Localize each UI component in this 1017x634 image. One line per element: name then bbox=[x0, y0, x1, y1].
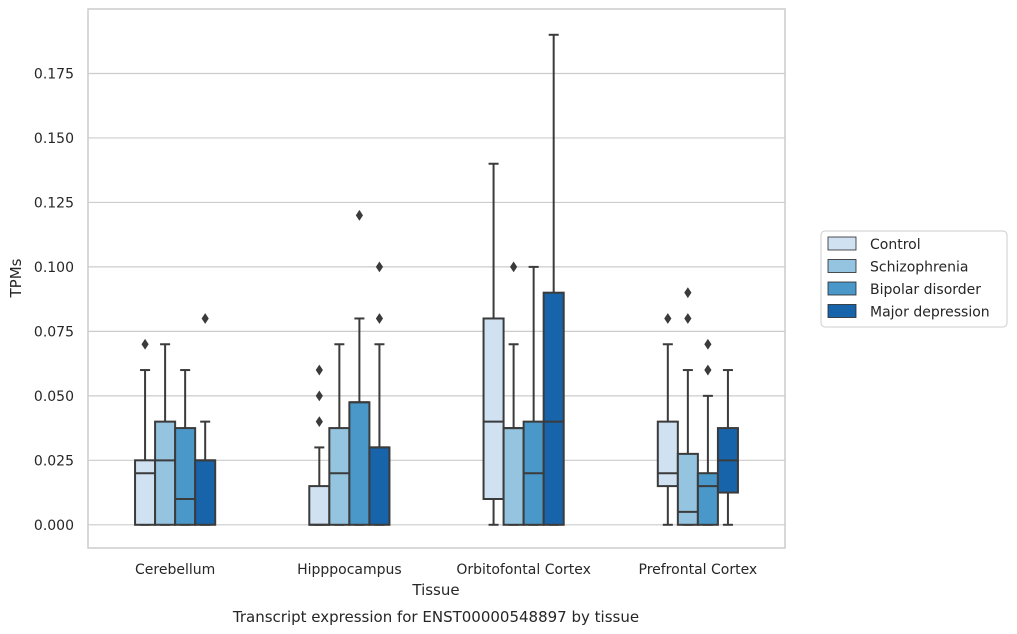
y-axis-title: TPMs bbox=[7, 258, 25, 298]
box-iqr bbox=[656, 420, 679, 488]
y-tick-label: 0.125 bbox=[34, 195, 74, 211]
legend-label: Schizophrenia bbox=[870, 260, 968, 276]
y-tick-labels: 0.000 0.025 0.050 0.075 0.100 0.125 0.150 0.175 bbox=[34, 66, 74, 533]
y-tick-label: 0.075 bbox=[34, 324, 74, 340]
outlier-point bbox=[510, 261, 518, 273]
x-tick-label: Hipppocampus bbox=[297, 562, 402, 578]
box-iqr bbox=[368, 446, 391, 526]
box-iqr bbox=[154, 420, 177, 526]
outlier-point bbox=[355, 209, 363, 221]
x-tick-label: Prefrontal Cortex bbox=[639, 562, 758, 578]
box-iqr bbox=[328, 427, 351, 526]
box-iqr bbox=[174, 427, 197, 526]
y-tick-label: 0.100 bbox=[34, 260, 74, 276]
box-iqr bbox=[696, 472, 719, 526]
y-tick-label: 0.025 bbox=[34, 453, 74, 469]
outlier-point bbox=[704, 338, 712, 350]
outlier-point bbox=[375, 313, 384, 324]
box-iqr bbox=[194, 459, 217, 526]
outlier-point bbox=[704, 364, 712, 376]
box-iqr bbox=[308, 485, 331, 526]
y-tick-label: 0.000 bbox=[34, 518, 74, 534]
legend-frame bbox=[820, 230, 1008, 328]
outlier-point bbox=[315, 390, 323, 402]
box-iqr bbox=[676, 452, 699, 526]
box-iqr bbox=[542, 291, 565, 526]
outlier-point bbox=[315, 364, 323, 376]
legend-label: Bipolar disorder bbox=[870, 282, 981, 298]
outlier-point bbox=[201, 313, 209, 324]
x-tick-labels: Cerebellum Hipppocampus Orbitofontal Corte… bbox=[135, 562, 757, 578]
x-tick-label: Cerebellum bbox=[135, 562, 215, 578]
box-iqr bbox=[134, 459, 157, 526]
outlier-point bbox=[141, 338, 149, 350]
outlier-point bbox=[375, 261, 384, 273]
x-axis-title: Tissue bbox=[411, 581, 459, 599]
legend: Control Schizophrenia Bipolar disorder Majo… bbox=[820, 230, 1008, 328]
legend-swatch bbox=[827, 236, 857, 251]
outlier-point bbox=[315, 416, 323, 428]
outlier-point bbox=[684, 287, 692, 299]
outlier-point bbox=[684, 313, 692, 324]
box-marks bbox=[134, 33, 739, 526]
y-tick-label: 0.150 bbox=[34, 131, 74, 147]
legend-swatch bbox=[827, 304, 857, 318]
y-tick-label: 0.175 bbox=[34, 66, 74, 82]
legend-label: Control bbox=[870, 237, 921, 253]
y-tick-label: 0.050 bbox=[34, 389, 74, 405]
box-iqr bbox=[348, 401, 371, 526]
box-iqr bbox=[482, 317, 505, 501]
chart-caption: Transcript expression for ENST0000054889… bbox=[232, 608, 639, 626]
legend-label: Major depression bbox=[870, 305, 990, 321]
legend-swatch bbox=[827, 259, 857, 273]
legend-swatch bbox=[827, 281, 857, 296]
outlier-point bbox=[664, 313, 672, 324]
box-iqr bbox=[502, 427, 525, 526]
x-tick-label: Orbitofontal Cortex bbox=[456, 562, 591, 578]
